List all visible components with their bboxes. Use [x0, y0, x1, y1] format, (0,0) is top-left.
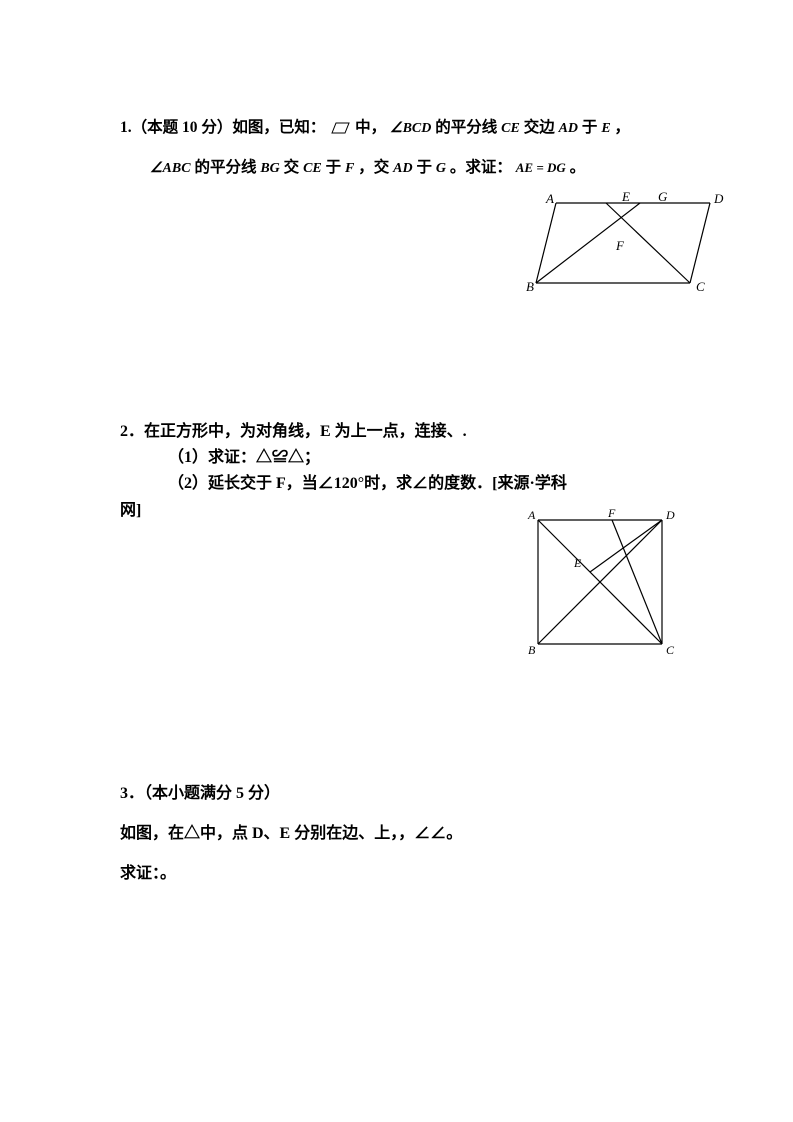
- q3-line3: 求证：。: [120, 854, 683, 894]
- q1-line1: 1.（本题 10 分）如图，已知： 中， ∠BCD 的平分线 CE 交边 AD …: [120, 108, 683, 148]
- q1-l2-b: 交: [284, 159, 303, 176]
- figure-1: A E G D B C F: [528, 195, 723, 300]
- q1-l2-d: ，交: [358, 159, 393, 176]
- parallelogram-icon: [329, 121, 351, 135]
- label-f2: F: [608, 506, 615, 521]
- ce: CE: [501, 121, 520, 136]
- q1-text-d: 交边: [524, 119, 559, 136]
- label-b: B: [526, 279, 534, 295]
- q3-line2: 如图，在△中，点 D、E 分别在边、上，，∠∠。: [120, 814, 683, 854]
- figure-2: A F D E B C: [530, 512, 675, 662]
- q1-text-f: ，: [615, 119, 631, 136]
- question-2: 2．在正方形中，为对角线，E 为上一点，连接、. （1）求证：△≌△； （2）延…: [120, 419, 683, 525]
- question-1: 1.（本题 10 分）如图，已知： 中， ∠BCD 的平分线 CE 交边 AD …: [120, 108, 683, 189]
- label-a2: A: [528, 508, 535, 523]
- q1-l2-f: 。求证：: [450, 159, 512, 176]
- parallelogram-figure: [528, 195, 723, 295]
- label-b2: B: [528, 643, 535, 658]
- f: F: [345, 161, 354, 176]
- e: E: [601, 121, 610, 136]
- q2-line2: （1）求证：△≌△；: [120, 445, 683, 471]
- label-g: G: [658, 189, 667, 205]
- question-3: 3．（本小题满分 5 分） 如图，在△中，点 D、E 分别在边、上，，∠∠。 求…: [120, 774, 683, 894]
- q1-l2-e: 于: [416, 159, 435, 176]
- q1-text-e: 于: [582, 119, 601, 136]
- label-f: F: [616, 238, 624, 254]
- label-e2: E: [574, 556, 581, 571]
- ce2: CE: [303, 161, 322, 176]
- q3-line1: 3．（本小题满分 5 分）: [120, 774, 683, 814]
- q1-text-b: 中，: [355, 119, 386, 136]
- eq: AE = DG: [516, 160, 566, 175]
- label-c: C: [696, 279, 705, 295]
- q2-line3: （2）延长交于 F，当∠120°时，求∠的度数．[来源·学科: [120, 471, 683, 497]
- label-d: D: [714, 191, 723, 207]
- label-c2: C: [666, 643, 674, 658]
- angle-abc: ∠ABC: [150, 161, 191, 176]
- q1-text-a: 1.（本题 10 分）如图，已知：: [120, 119, 325, 136]
- label-d2: D: [666, 508, 675, 523]
- label-e: E: [622, 189, 630, 205]
- angle-bcd: ∠BCD: [390, 121, 431, 136]
- ad2: AD: [393, 161, 412, 176]
- square-figure: [530, 512, 675, 657]
- q1-l2-a: 的平分线: [194, 159, 260, 176]
- q2-line1: 2．在正方形中，为对角线，E 为上一点，连接、.: [120, 419, 683, 445]
- label-a: A: [546, 191, 554, 207]
- q1-l2-c: 于: [326, 159, 345, 176]
- ad: AD: [559, 121, 578, 136]
- q1-l2-g: 。: [570, 159, 586, 176]
- q1-text-c: 的平分线: [435, 119, 501, 136]
- q1-line2: ∠ABC 的平分线 BG 交 CE 于 F ，交 AD 于 G 。求证： AE …: [120, 148, 683, 188]
- bg: BG: [260, 161, 279, 176]
- g: G: [436, 161, 446, 176]
